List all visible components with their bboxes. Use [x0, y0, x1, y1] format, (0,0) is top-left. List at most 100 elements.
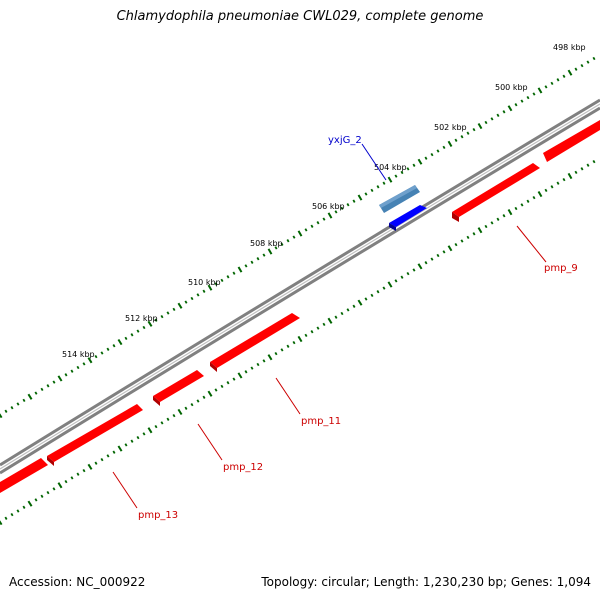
outer-tick: [514, 103, 518, 107]
gene-yxjG-2[interactable]: [379, 185, 427, 231]
inner-tick: [40, 494, 44, 498]
outer-tick: [100, 351, 104, 355]
inner-tick: [322, 322, 326, 327]
inner-tick: [202, 395, 206, 399]
outer-tick: [64, 373, 68, 377]
outer-tick: [304, 228, 308, 232]
outer-tick: [496, 113, 500, 118]
outer-tick: [400, 170, 404, 175]
outer-tick: [274, 246, 278, 250]
inner-tick: [214, 388, 218, 392]
scale-label-510: 510 kbp: [188, 278, 221, 287]
inner-tick: [207, 390, 213, 397]
inner-tick: [147, 427, 153, 434]
inner-tick: [70, 476, 74, 480]
inner-tick: [16, 509, 20, 513]
genome-backbone-inner: [0, 106, 600, 475]
inner-tick: [447, 245, 453, 252]
outer-tick: [357, 194, 363, 201]
outer-tick: [340, 206, 344, 210]
inner-tick: [477, 227, 483, 234]
label-pmp-12[interactable]: pmp_12: [223, 462, 263, 473]
inner-tick: [592, 159, 596, 164]
inner-tick: [520, 203, 524, 207]
label-pmp-11[interactable]: pmp_11: [301, 416, 341, 427]
inner-tick: [117, 445, 123, 452]
gene-pmp-11[interactable]: [210, 313, 300, 372]
leader-pmp-9: [516, 225, 547, 263]
inner-tick: [190, 403, 194, 407]
outer-tick: [484, 120, 488, 125]
outer-tick: [220, 278, 224, 283]
inner-tick: [526, 199, 530, 203]
outer-tick: [256, 257, 260, 261]
inner-tick: [172, 413, 176, 418]
outer-tick: [502, 110, 506, 114]
inner-tick: [136, 435, 140, 440]
gene-pmp-9[interactable]: [452, 120, 600, 222]
outer-tick: [592, 56, 596, 61]
inner-tick: [0, 520, 3, 526]
inner-tick: [310, 330, 314, 334]
inner-tick: [352, 304, 356, 308]
outer-tick-ring: [0, 56, 596, 419]
inner-tick: [22, 505, 26, 509]
gene-pmp-12[interactable]: [153, 370, 204, 406]
outer-tick: [550, 81, 554, 86]
outer-tick: [27, 393, 33, 400]
inner-tick: [357, 299, 363, 306]
inner-tick: [442, 250, 446, 254]
outer-tick: [532, 92, 536, 96]
inner-tick: [57, 482, 63, 489]
inner-tick: [412, 268, 416, 272]
outer-tick: [507, 105, 513, 112]
outer-tick: [177, 302, 183, 309]
outer-tick: [94, 354, 98, 359]
outer-tick: [117, 338, 123, 346]
inner-tick: [220, 384, 224, 389]
outer-tick: [154, 318, 158, 322]
inner-tick: [466, 235, 470, 240]
inner-tick-ring: [0, 159, 596, 526]
outer-tick: [40, 387, 44, 392]
gene-pmp-13[interactable]: [0, 404, 143, 493]
inner-tick: [297, 335, 303, 343]
inner-tick: [586, 163, 590, 167]
outer-tick: [447, 140, 453, 147]
label-pmp-13[interactable]: pmp_13: [138, 510, 178, 521]
label-yxjG-2[interactable]: yxjG_2: [328, 135, 362, 146]
inner-tick: [27, 500, 33, 507]
scale-label-514: 514 kbp: [62, 350, 95, 359]
scale-label-512: 512 kbp: [125, 314, 158, 323]
outer-tick: [430, 152, 434, 157]
outer-tick: [327, 212, 333, 219]
outer-tick: [580, 63, 584, 68]
inner-tick: [130, 439, 134, 443]
outer-tick: [286, 239, 290, 243]
outer-tick: [466, 131, 470, 135]
inner-tick: [537, 190, 543, 198]
inner-tick: [292, 340, 296, 345]
outer-tick: [556, 78, 560, 82]
inner-tick: [484, 224, 488, 229]
inner-tick: [562, 177, 566, 182]
label-pmp-9[interactable]: pmp_9: [544, 263, 578, 274]
inner-tick: [417, 263, 423, 270]
outer-tick: [567, 69, 573, 76]
outer-tick: [297, 230, 303, 237]
outer-tick: [526, 95, 530, 100]
outer-tick: [394, 174, 398, 178]
inner-tick: [250, 366, 254, 370]
inner-tick: [166, 417, 170, 421]
outer-tick: [147, 320, 153, 327]
outer-tick: [412, 163, 416, 167]
inner-tick: [226, 381, 230, 385]
inner-tick: [154, 424, 158, 429]
inner-tick: [334, 315, 338, 319]
scale-label-508: 508 kbp: [250, 239, 283, 248]
inner-tick: [262, 359, 266, 363]
outer-tick: [112, 344, 116, 348]
outer-tick: [424, 156, 428, 160]
outer-tick: [10, 406, 14, 410]
